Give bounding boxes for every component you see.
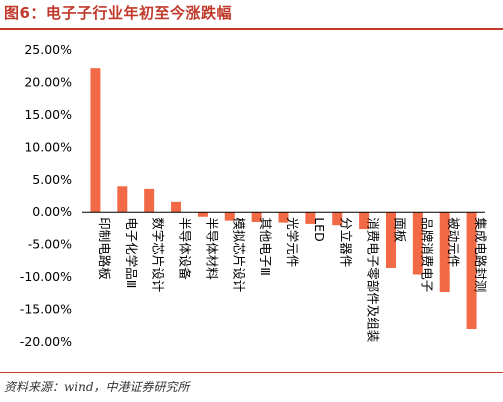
y-tick-label: 10.00% bbox=[24, 139, 72, 154]
y-tick-label: 15.00% bbox=[24, 107, 72, 122]
bar-13 bbox=[439, 212, 450, 293]
x-tick-label: 面板 bbox=[392, 217, 407, 243]
bar-4 bbox=[197, 212, 208, 217]
x-tick-label: 印制电路板 bbox=[97, 217, 112, 280]
source-note: 资料来源：wind，中港证券研究所 bbox=[4, 380, 190, 394]
x-tick-label: 半导体材料 bbox=[204, 217, 219, 280]
x-tick-label: 消费电子零部件及组装 bbox=[366, 217, 381, 342]
x-tick-label: 集成电路封测 bbox=[473, 217, 488, 292]
bar-14 bbox=[466, 212, 477, 330]
x-tick-label: 电子化学品Ⅲ bbox=[124, 217, 139, 288]
x-tick-label: 半导体设备 bbox=[178, 217, 193, 280]
y-tick-label: 25.00% bbox=[24, 42, 72, 57]
title-rule bbox=[0, 28, 503, 30]
bar-12 bbox=[412, 212, 423, 275]
y-tick-label: 0.00% bbox=[32, 204, 72, 219]
x-tick-label: 光学元件 bbox=[285, 217, 300, 267]
x-tick-label: 模拟芯片设计 bbox=[231, 217, 246, 292]
bar-8 bbox=[305, 212, 316, 224]
y-tick-label: 5.00% bbox=[32, 172, 72, 187]
y-tick-label: -20.00% bbox=[20, 334, 72, 349]
x-tick-label: 其他电子Ⅲ bbox=[258, 217, 273, 276]
figure-title: 图6：电子子行业年初至今涨跌幅 bbox=[4, 4, 232, 22]
bar-0 bbox=[90, 68, 101, 213]
y-tick-label: -5.00% bbox=[28, 237, 72, 252]
x-tick-label: 品牌消费电子 bbox=[419, 217, 434, 292]
bar-2 bbox=[144, 188, 155, 213]
y-tick-label: -10.00% bbox=[20, 269, 72, 284]
bar-5 bbox=[224, 212, 235, 221]
bar-1 bbox=[117, 186, 128, 213]
x-tick-label: 数字芯片设计 bbox=[151, 217, 166, 292]
x-tick-label: 被动元件 bbox=[446, 217, 461, 267]
x-tick-label: 分立器件 bbox=[339, 217, 354, 267]
y-tick-label: 20.00% bbox=[24, 74, 72, 89]
bar-11 bbox=[385, 212, 396, 269]
bar-6 bbox=[251, 212, 262, 222]
bar-3 bbox=[171, 201, 182, 213]
bar-9 bbox=[332, 212, 343, 226]
y-tick-label: -15.00% bbox=[20, 302, 72, 317]
source-rule bbox=[0, 372, 503, 373]
bar-10 bbox=[359, 212, 370, 230]
bar-7 bbox=[278, 212, 289, 223]
x-tick-label: LED bbox=[312, 217, 327, 242]
